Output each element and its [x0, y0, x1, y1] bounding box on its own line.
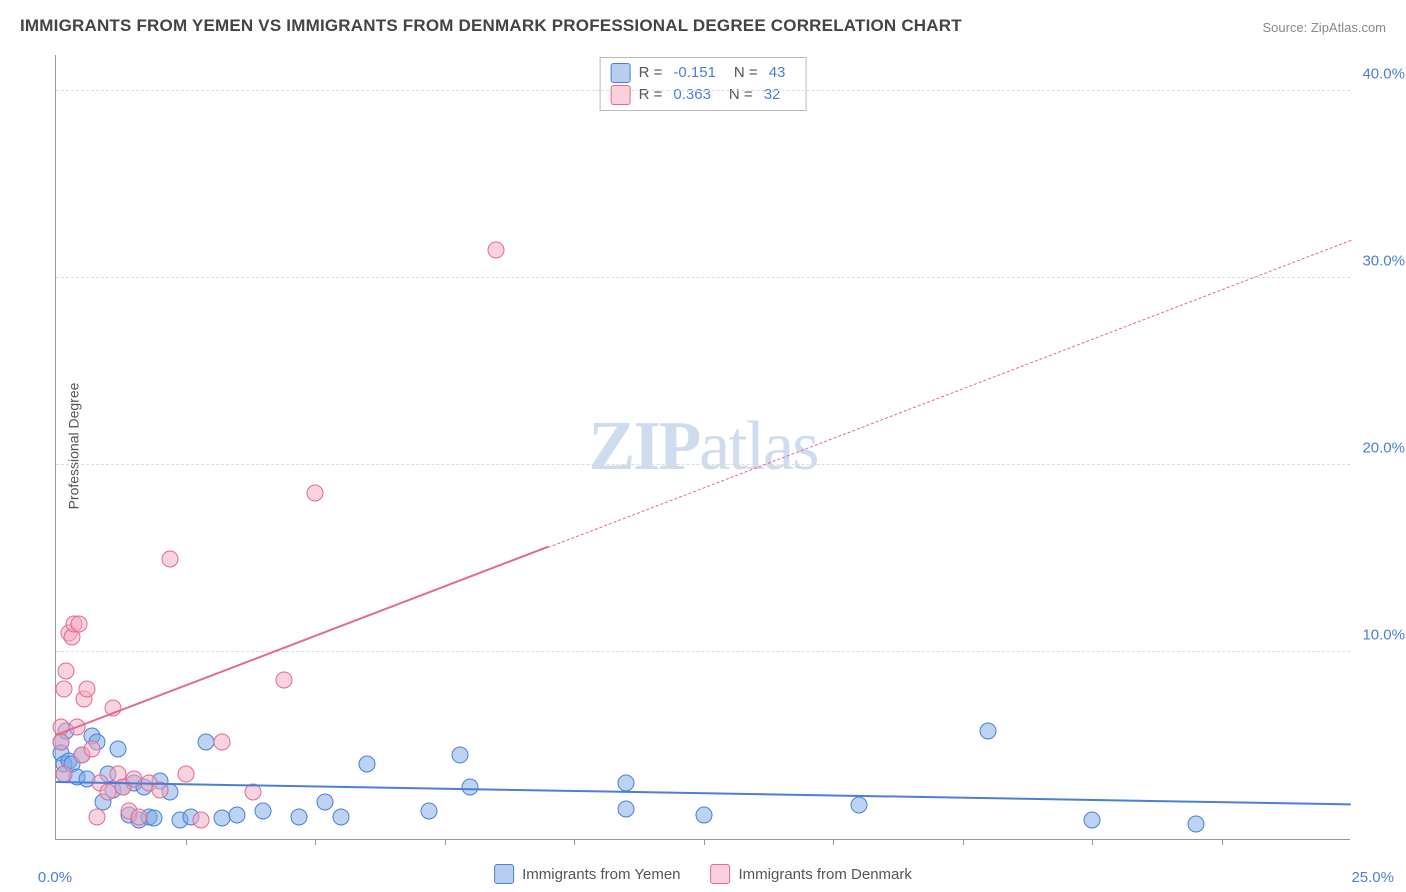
legend-row-yemen: R = -0.151 N = 43	[611, 62, 796, 84]
swatch-denmark-icon	[711, 864, 731, 884]
n-value-denmark: 32	[764, 84, 781, 106]
data-point	[695, 806, 712, 823]
data-point	[488, 242, 505, 259]
r-label: R =	[639, 84, 663, 106]
data-point	[307, 485, 324, 502]
x-tick-mark	[1092, 839, 1093, 845]
gridline	[56, 651, 1350, 652]
trend-line	[548, 240, 1351, 548]
n-label: N =	[729, 84, 753, 106]
gridline	[56, 90, 1350, 91]
y-tick-label: 20.0%	[1355, 440, 1405, 457]
data-point	[198, 733, 215, 750]
data-point	[53, 733, 70, 750]
data-point	[850, 797, 867, 814]
data-point	[617, 801, 634, 818]
r-label: R =	[639, 62, 663, 84]
data-point	[89, 808, 106, 825]
gridline	[56, 277, 1350, 278]
swatch-denmark-icon	[611, 85, 631, 105]
legend-row-denmark: R = 0.363 N = 32	[611, 84, 796, 106]
correlation-legend: R = -0.151 N = 43 R = 0.363 N = 32	[600, 57, 807, 111]
data-point	[84, 741, 101, 758]
data-point	[317, 793, 334, 810]
data-point	[291, 808, 308, 825]
data-point	[358, 756, 375, 773]
data-point	[130, 808, 147, 825]
legend-item-denmark: Immigrants from Denmark	[711, 864, 912, 884]
data-point	[420, 802, 437, 819]
data-point	[213, 733, 230, 750]
n-value-yemen: 43	[769, 62, 786, 84]
data-point	[617, 774, 634, 791]
data-point	[55, 681, 72, 698]
y-tick-label: 30.0%	[1355, 253, 1405, 270]
data-point	[275, 672, 292, 689]
data-point	[99, 784, 116, 801]
data-point	[213, 810, 230, 827]
plot-area: ZIPatlas R = -0.151 N = 43 R = 0.363 N =…	[55, 55, 1350, 840]
chart-title: IMMIGRANTS FROM YEMEN VS IMMIGRANTS FROM…	[20, 16, 962, 36]
data-point	[193, 812, 210, 829]
data-point	[58, 662, 75, 679]
x-tick-mark	[574, 839, 575, 845]
data-point	[177, 765, 194, 782]
legend-label-yemen: Immigrants from Yemen	[522, 866, 680, 883]
x-tick-mark	[704, 839, 705, 845]
swatch-yemen-icon	[494, 864, 514, 884]
data-point	[146, 810, 163, 827]
data-point	[71, 616, 88, 633]
data-point	[125, 771, 142, 788]
data-point	[79, 681, 96, 698]
series-legend: Immigrants from Yemen Immigrants from De…	[494, 864, 912, 884]
r-value-denmark: 0.363	[673, 84, 711, 106]
y-tick-label: 10.0%	[1355, 627, 1405, 644]
data-point	[55, 765, 72, 782]
swatch-yemen-icon	[611, 63, 631, 83]
data-point	[980, 722, 997, 739]
gridline	[56, 464, 1350, 465]
data-point	[452, 746, 469, 763]
data-point	[332, 808, 349, 825]
x-tick-mark	[963, 839, 964, 845]
data-point	[1084, 812, 1101, 829]
x-tick-mark	[445, 839, 446, 845]
chart-source: Source: ZipAtlas.com	[1262, 20, 1386, 35]
x-tick-mark	[833, 839, 834, 845]
legend-item-yemen: Immigrants from Yemen	[494, 864, 680, 884]
trend-line	[56, 546, 549, 736]
x-axis-min-label: 0.0%	[38, 869, 72, 886]
x-tick-mark	[186, 839, 187, 845]
watermark: ZIPatlas	[589, 407, 818, 487]
legend-label-denmark: Immigrants from Denmark	[739, 866, 912, 883]
data-point	[229, 806, 246, 823]
data-point	[1187, 816, 1204, 833]
data-point	[110, 741, 127, 758]
data-point	[255, 802, 272, 819]
x-axis-max-label: 25.0%	[1351, 869, 1394, 886]
n-label: N =	[734, 62, 758, 84]
x-tick-mark	[1222, 839, 1223, 845]
r-value-yemen: -0.151	[673, 62, 716, 84]
y-tick-label: 40.0%	[1355, 66, 1405, 83]
data-point	[161, 550, 178, 567]
x-tick-mark	[315, 839, 316, 845]
data-point	[462, 778, 479, 795]
